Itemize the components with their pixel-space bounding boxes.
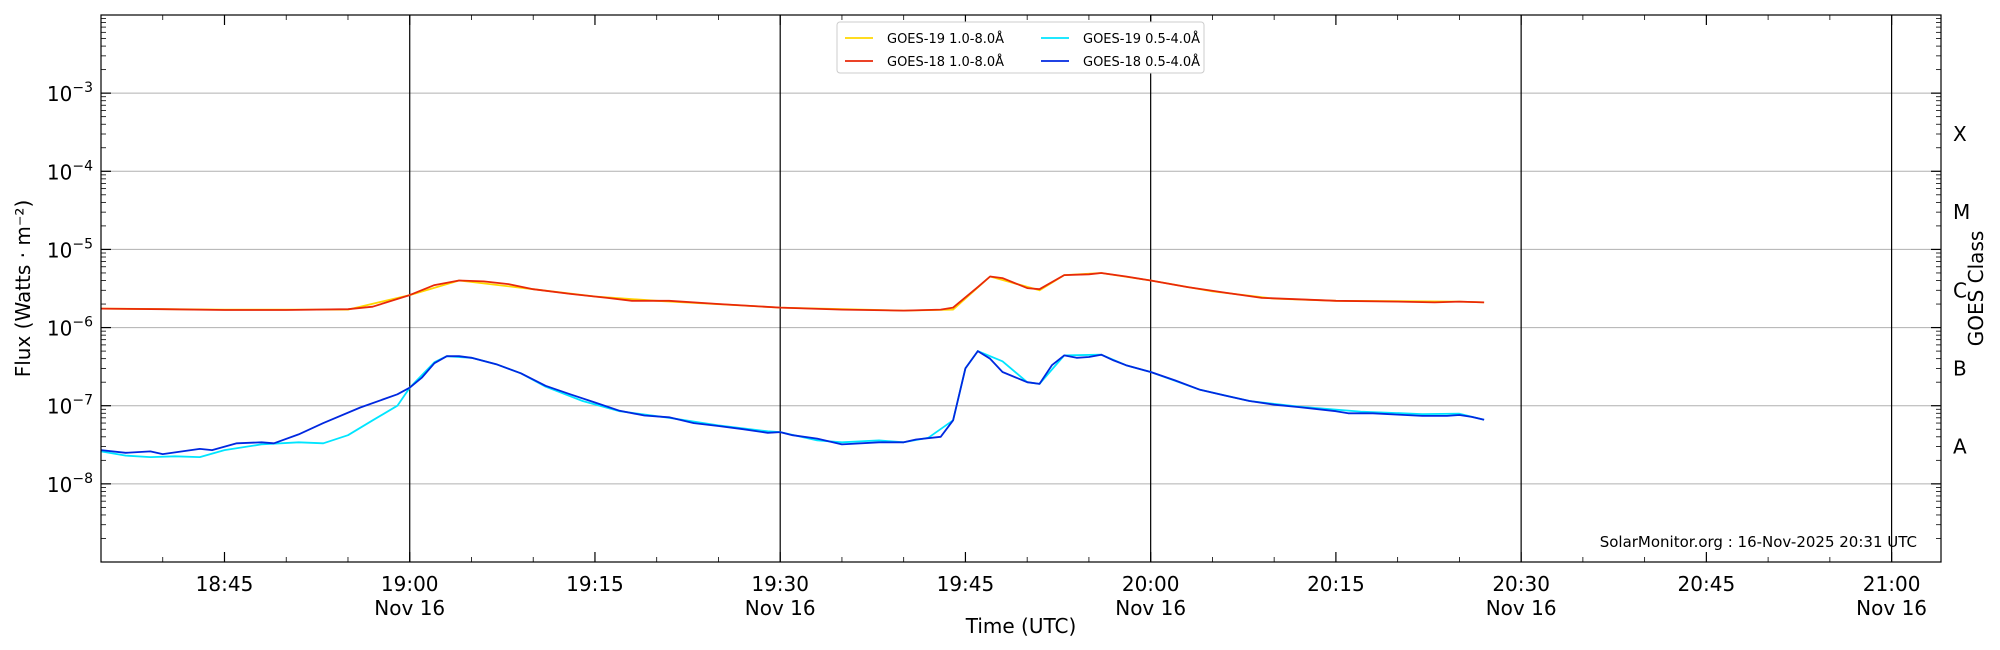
goes-class-label: C [1953, 278, 1967, 302]
y-tick-label: 10−4 [47, 158, 93, 184]
legend: GOES-19 1.0-8.0Å GOES-19 0.5-4.0Å GOES-18 … [836, 21, 1205, 74]
x-tick-label: 19:30 [751, 572, 809, 596]
series-line [100, 272, 1485, 312]
y-tick-label: 10−3 [47, 80, 93, 106]
y-tick-label: 10−5 [47, 236, 93, 262]
x-tick-label: 20:45 [1678, 572, 1736, 596]
y-tick-base: 10 [47, 317, 72, 341]
x-tick-label: 21:00 [1863, 572, 1921, 596]
legend-label: GOES-18 1.0-8.0Å [887, 54, 1004, 70]
x-tick-date-label: Nov 16 [1856, 596, 1927, 620]
y-tick-base: 10 [47, 160, 72, 184]
series-line [100, 272, 1485, 312]
x-tick-label: 20:30 [1492, 572, 1550, 596]
credit-text: SolarMonitor.org : 16-Nov-2025 20:31 UTC [1600, 533, 1917, 551]
plot-frame [100, 14, 1942, 563]
y-tick-exponent: −3 [72, 80, 93, 96]
x-tick-date-label: Nov 16 [374, 596, 445, 620]
y-tick-base: 10 [47, 238, 72, 262]
legend-label: GOES-19 0.5-4.0Å [1083, 31, 1200, 47]
x-tick-label: 20:00 [1122, 572, 1180, 596]
goes-class-label: X [1953, 122, 1967, 146]
legend-label: GOES-19 1.0-8.0Å [887, 31, 1004, 47]
series-line [100, 350, 1485, 455]
x-tick-label: 19:15 [566, 572, 624, 596]
x-tick-date-label: Nov 16 [1486, 596, 1557, 620]
goes-class-label: B [1953, 356, 1967, 380]
y-tick-exponent: −8 [72, 471, 93, 487]
y-tick-exponent: −6 [72, 315, 93, 331]
series-layer [100, 272, 1485, 458]
x-tick-date-label: Nov 16 [745, 596, 816, 620]
y-tick-label: 10−8 [47, 471, 93, 497]
x-tick-date-label: Nov 16 [1115, 596, 1186, 620]
legend-box [836, 21, 1205, 74]
goes-class-axis-label: GOES Class [1964, 231, 1988, 347]
y-tick-label: 10−6 [47, 315, 93, 341]
legend-label: GOES-18 0.5-4.0Å [1083, 54, 1200, 70]
goes-class-label: M [1953, 200, 1970, 224]
y-tick-exponent: −5 [72, 236, 93, 252]
x-tick-label: 20:15 [1307, 572, 1365, 596]
y-tick-label: 10−7 [47, 393, 93, 419]
x-tick-label: 19:00 [381, 572, 439, 596]
x-tick-label: 18:45 [196, 572, 254, 596]
goes-class-label: A [1953, 435, 1967, 459]
y-axis-label: Flux (Watts · m⁻²) [11, 200, 35, 378]
y-tick-exponent: −7 [72, 393, 93, 409]
y-tick-base: 10 [47, 395, 72, 419]
y-tick-exponent: −4 [72, 158, 93, 174]
y-tick-base: 10 [47, 473, 72, 497]
x-axis-label: Time (UTC) [965, 614, 1077, 638]
x-tick-label: 19:45 [937, 572, 995, 596]
y-tick-base: 10 [47, 82, 72, 106]
grid-layer [101, 15, 1941, 562]
